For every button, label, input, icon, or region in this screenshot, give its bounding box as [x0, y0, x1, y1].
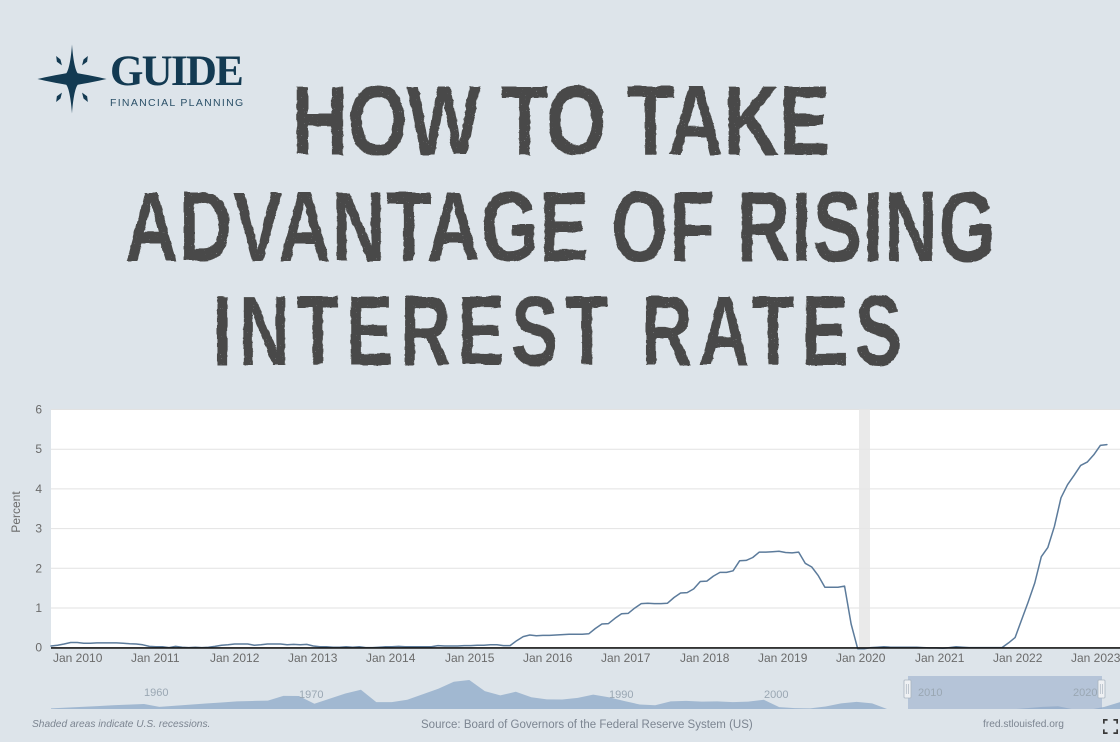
svg-text:Jan 2010: Jan 2010: [53, 651, 103, 665]
svg-text:Jan 2012: Jan 2012: [210, 651, 260, 665]
svg-text:3: 3: [35, 522, 42, 536]
svg-text:2020: 2020: [1073, 687, 1097, 699]
svg-text:Jan 2019: Jan 2019: [758, 651, 808, 665]
svg-text:1960: 1960: [144, 687, 168, 699]
svg-text:0: 0: [35, 641, 42, 655]
svg-text:4: 4: [35, 482, 42, 496]
svg-text:Jan 2022: Jan 2022: [993, 651, 1043, 665]
svg-text:Jan 2015: Jan 2015: [445, 651, 495, 665]
svg-text:1: 1: [35, 601, 42, 615]
svg-text:Jan 2014: Jan 2014: [366, 651, 416, 665]
svg-text:Jan 2018: Jan 2018: [680, 651, 730, 665]
svg-text:5: 5: [35, 442, 42, 456]
svg-text:1970: 1970: [299, 689, 323, 701]
svg-text:1990: 1990: [609, 689, 633, 701]
svg-text:Jan 2020: Jan 2020: [836, 651, 886, 665]
svg-text:6: 6: [35, 403, 42, 417]
svg-text:Jan 2017: Jan 2017: [601, 651, 651, 665]
svg-text:Jan 2013: Jan 2013: [288, 651, 338, 665]
svg-text:2000: 2000: [764, 689, 788, 701]
svg-text:2: 2: [35, 561, 42, 575]
svg-text:2010: 2010: [918, 687, 942, 699]
svg-text:Jan 2011: Jan 2011: [131, 651, 180, 665]
svg-text:Jan 2023: Jan 2023: [1071, 651, 1120, 665]
svg-text:Jan 2016: Jan 2016: [523, 651, 573, 665]
svg-text:Jan 2021: Jan 2021: [915, 651, 965, 665]
